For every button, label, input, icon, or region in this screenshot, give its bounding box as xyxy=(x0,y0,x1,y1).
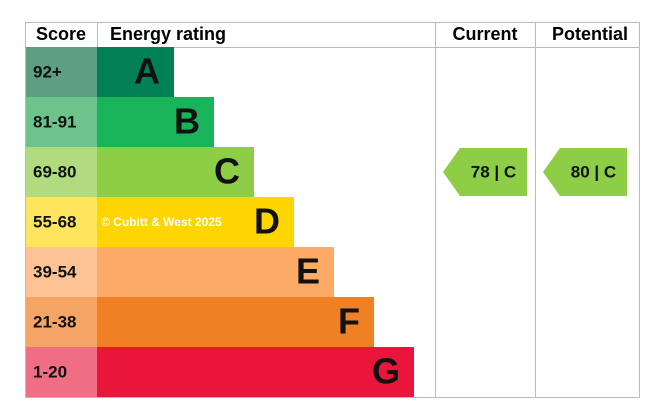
rating-letter: E xyxy=(296,251,320,292)
frame xyxy=(25,22,640,398)
rating-bar xyxy=(97,297,374,347)
rating-arrow-label: 80 | C xyxy=(571,162,616,181)
score-label: 92+ xyxy=(33,62,62,81)
score-cell xyxy=(26,147,97,197)
rating-bar xyxy=(97,147,254,197)
score-label: 1-20 xyxy=(33,362,67,381)
grid xyxy=(25,22,640,398)
rating-bar xyxy=(97,197,294,247)
rating-bar xyxy=(97,347,414,397)
rating-letter: F xyxy=(338,301,360,342)
rating-bar xyxy=(97,247,334,297)
rating-letter: A xyxy=(134,51,160,92)
score-label: 69-80 xyxy=(33,162,76,181)
rating-letter: B xyxy=(174,101,200,142)
header-score: Score xyxy=(36,24,86,44)
header-current: Current xyxy=(452,24,517,44)
rating-arrow xyxy=(443,148,527,196)
score-cell xyxy=(26,197,97,247)
score-cell xyxy=(26,97,97,147)
rating-letter: C xyxy=(214,151,240,192)
score-label: 55-68 xyxy=(33,212,76,231)
rating-bar xyxy=(97,97,214,147)
header-potential: Potential xyxy=(552,24,628,44)
watermark: © Cubitt & West 2025 xyxy=(101,215,222,229)
rating-letter: G xyxy=(372,351,400,392)
score-cell xyxy=(26,347,97,397)
score-cell xyxy=(26,297,97,347)
header-rating: Energy rating xyxy=(110,24,226,44)
rating-arrow xyxy=(543,148,627,196)
score-cell xyxy=(26,247,97,297)
score-cell xyxy=(26,47,97,97)
rating-bar xyxy=(97,47,174,97)
score-label: 81-91 xyxy=(33,112,76,131)
rating-letter: D xyxy=(254,201,280,242)
rating-arrow-label: 78 | C xyxy=(471,162,516,181)
score-label: 39-54 xyxy=(33,262,77,281)
score-label: 21-38 xyxy=(33,312,76,331)
